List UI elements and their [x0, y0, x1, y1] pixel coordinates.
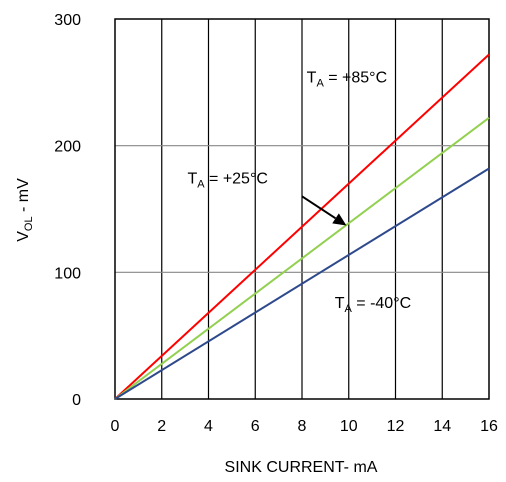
x-tick-label-6: 6	[251, 418, 260, 435]
y-axis-label-main: V	[15, 231, 32, 242]
x-tick-label-16: 16	[480, 418, 498, 435]
series-line-2	[114, 117, 490, 400]
y-tick-label-0: 0	[72, 392, 81, 409]
plot-frame	[114, 18, 490, 400]
series-line-3	[114, 167, 490, 400]
x-axis-label: SINK CURRENT- mA	[225, 459, 378, 476]
y-axis-label: VOL - mV	[15, 178, 35, 242]
annotation-arrow-head	[332, 213, 347, 226]
x-tick-label-8: 8	[298, 418, 307, 435]
y-tick-label-300: 300	[54, 12, 81, 29]
series-annotation-2: TA = +25°C	[187, 171, 267, 191]
x-tick-label-4: 4	[204, 418, 213, 435]
series-group	[114, 53, 490, 400]
x-tick-label-0: 0	[111, 418, 120, 435]
y-tick-label-200: 200	[54, 139, 81, 156]
y-axis-label-rest: - mV	[15, 178, 32, 217]
tick-labels: 0 2 4 6 8 10 12 14 16 0 100 200 300	[54, 12, 498, 435]
x-tick-label-10: 10	[340, 418, 358, 435]
series-annotation-1: TA = +85°C	[307, 69, 387, 89]
grid	[115, 19, 489, 399]
y-tick-label-100: 100	[54, 265, 81, 282]
x-tick-label-2: 2	[157, 418, 166, 435]
y-axis-label-sub: OL	[23, 216, 35, 231]
annotation-arrow	[301, 195, 337, 220]
x-tick-label-14: 14	[433, 418, 451, 435]
series-line-1	[114, 53, 490, 400]
x-tick-label-12: 12	[387, 418, 405, 435]
series-annotation-3: TA = -40°C	[335, 295, 411, 315]
annotations: TA = +85°C TA = +25°C TA = -40°C	[187, 69, 411, 314]
